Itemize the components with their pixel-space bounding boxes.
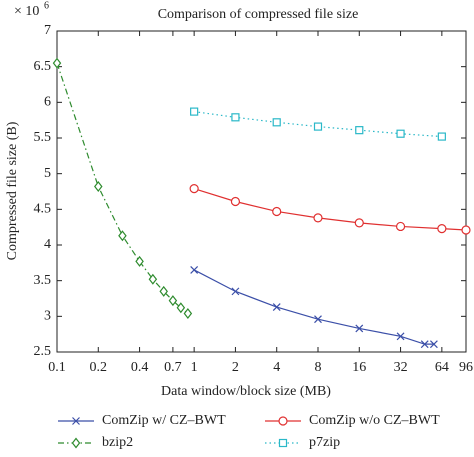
x-tick-label: 32 — [394, 360, 408, 375]
x-tick-label: 0.1 — [48, 360, 66, 375]
marker — [190, 266, 199, 274]
marker — [272, 118, 281, 127]
legend-marker — [71, 437, 81, 449]
legend-label: ComZip w/ CZ–BWT — [102, 413, 226, 428]
y-tick-label: 6 — [44, 95, 51, 110]
marker — [354, 218, 364, 228]
legend-label: p7zip — [309, 435, 340, 450]
series-line — [193, 269, 434, 345]
y-tick-label: 3 — [44, 309, 51, 324]
x-tick-label: 16 — [352, 360, 366, 375]
x-axis-label: Data window/block size (MB) — [161, 384, 331, 399]
legend-marker — [278, 438, 288, 448]
marker — [314, 315, 322, 324]
x-tick-label: 1 — [191, 360, 198, 375]
y-tick-label: 5 — [44, 166, 51, 181]
marker — [461, 225, 471, 235]
marker — [272, 206, 282, 217]
marker — [52, 57, 62, 69]
marker — [183, 308, 193, 319]
marker — [190, 107, 199, 116]
y-tick-label: 7 — [44, 23, 51, 38]
plot-frame — [56, 30, 467, 353]
x-tick-label: 96 — [459, 360, 473, 375]
y-axis-label: Compressed file size (B) — [5, 121, 20, 260]
x-tick-label: 0.7 — [164, 360, 182, 375]
marker — [437, 223, 447, 234]
legend-marker — [278, 416, 288, 426]
x-tick-label: 8 — [314, 360, 321, 375]
y-tick-label: 5.5 — [34, 130, 52, 145]
marker — [118, 230, 127, 242]
chart-title: Comparison of compressed file size — [158, 7, 359, 22]
marker — [420, 340, 429, 349]
legend-marker — [72, 417, 80, 425]
marker — [396, 332, 405, 341]
marker — [395, 221, 406, 232]
marker — [230, 196, 241, 207]
axis-multiplier: × 10 — [14, 4, 39, 19]
marker — [396, 129, 405, 138]
marker — [189, 184, 199, 194]
y-tick-label: 4.5 — [34, 202, 52, 217]
series-line — [56, 62, 189, 314]
marker — [148, 273, 158, 285]
series-line — [193, 188, 467, 231]
y-tick-label: 3.5 — [34, 273, 52, 288]
marker — [168, 295, 178, 307]
marker — [159, 285, 168, 297]
y-tick-label: 6.5 — [34, 59, 52, 74]
marker — [231, 113, 240, 122]
x-tick-label: 2 — [232, 360, 239, 375]
x-tick-label: 0.2 — [90, 360, 108, 375]
legend-label: ComZip w/o CZ–BWT — [309, 413, 440, 428]
legend-label: bzip2 — [102, 435, 133, 450]
x-tick-label: 64 — [435, 360, 449, 375]
x-tick-label: 4 — [273, 360, 280, 375]
axis-multiplier-exponent: 6 — [44, 0, 49, 11]
marker — [231, 287, 240, 296]
marker — [429, 340, 438, 349]
marker — [313, 213, 323, 223]
marker — [355, 126, 364, 135]
y-tick-label: 2.5 — [34, 344, 52, 359]
y-tick-label: 4 — [44, 237, 51, 252]
marker — [313, 122, 323, 131]
marker — [176, 302, 186, 314]
marker — [355, 324, 364, 333]
marker — [437, 132, 446, 141]
marker — [272, 303, 281, 311]
marker — [94, 181, 103, 192]
marker — [135, 255, 144, 267]
x-tick-label: 0.4 — [131, 360, 149, 375]
